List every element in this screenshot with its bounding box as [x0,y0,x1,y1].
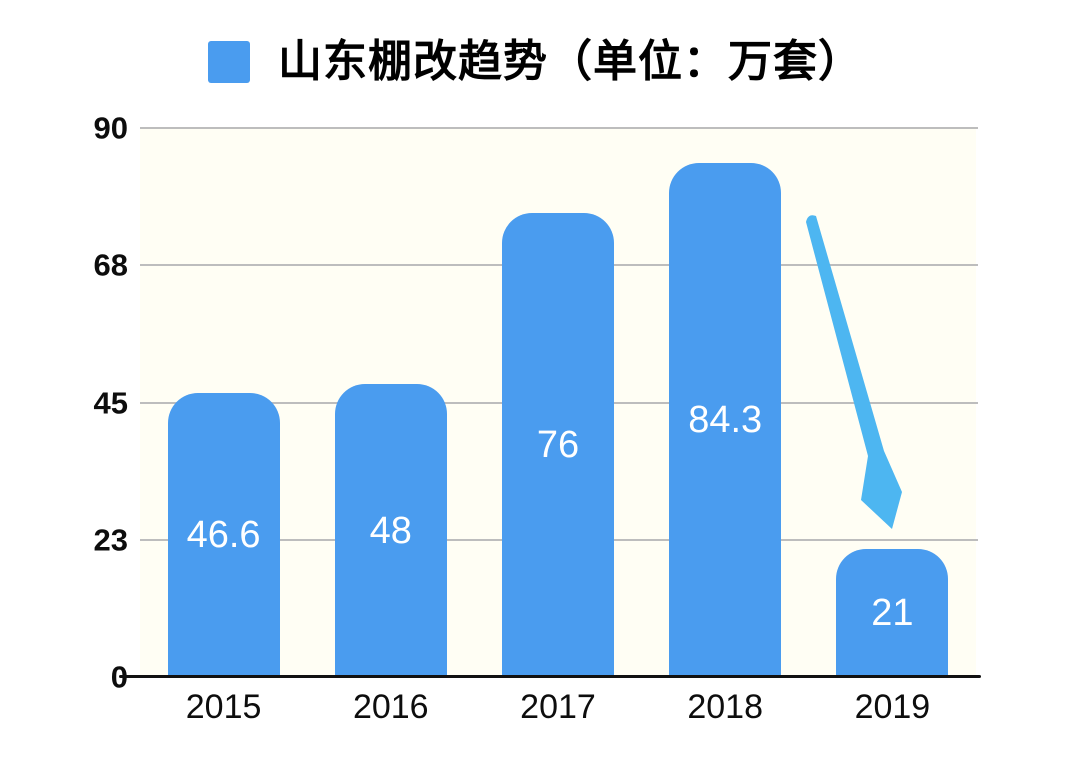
x-tick-label: 2015 [185,688,262,726]
x-tick-label: 2018 [687,688,763,726]
bar-value-label: 46.6 [186,513,261,556]
bar-2017: 76 [502,213,614,677]
legend-swatch [208,41,250,83]
bar-value-label: 48 [369,509,412,552]
y-tick-label: 45 [93,385,128,420]
bar-2015: 46.6 [167,392,280,677]
bar-value-label: 76 [536,424,580,467]
bar-2018: 84.3 [669,162,782,677]
x-axis-line [119,675,981,678]
y-tick-label: 90 [93,110,128,146]
y-tick-label: 68 [93,247,128,283]
y-tick-label: 0 [58,662,128,693]
decline-arrow-icon [806,215,902,529]
chart-title-row: 山东棚改趋势（单位：万套） [208,40,863,84]
x-tick-label: 2016 [352,688,429,726]
chart-title: 山东棚改趋势（单位：万套） [278,37,863,86]
bar-2016: 48 [334,384,447,677]
gridline [140,127,978,129]
x-tick-label: 2019 [854,688,931,726]
bar-value-label: 21 [871,591,914,634]
bar-2019: 21 [836,548,949,677]
x-tick-label: 2017 [520,688,596,726]
bar-value-label: 84.3 [688,398,763,441]
y-tick-label: 23 [93,522,128,558]
